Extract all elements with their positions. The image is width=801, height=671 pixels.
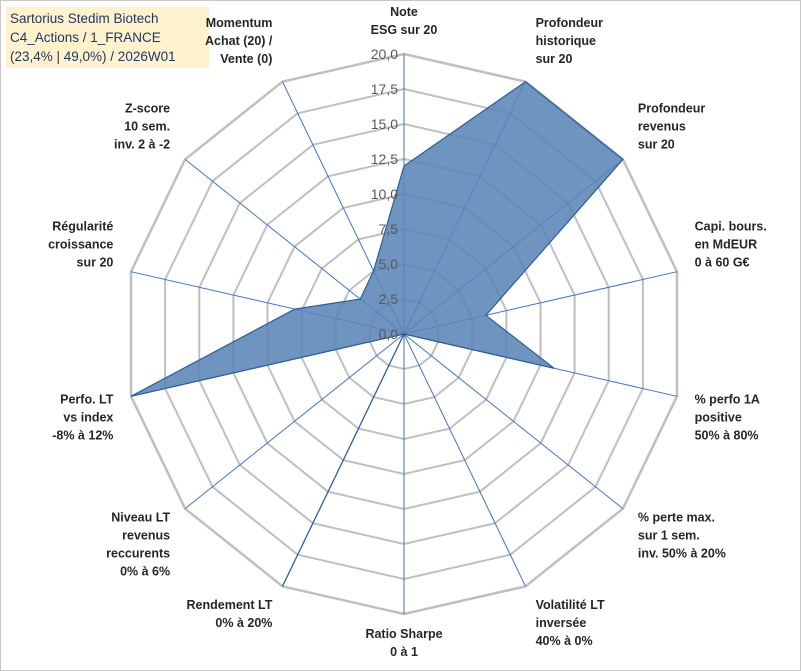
axis-label-3-line-3: sur 20 <box>638 138 675 152</box>
axis-label-2-line-2: historique <box>536 34 596 48</box>
title-line-2: C4_Actions / 1_FRANCE <box>10 30 161 45</box>
axis-label-8: Ratio Sharpe 0 à 1 <box>365 627 442 659</box>
axis-label-6-line-3: inv. 50% à 20% <box>638 546 726 560</box>
axis-label-4-line-2: en MdEUR <box>695 238 758 252</box>
axis-label-3: Profondeur revenus sur 20 <box>638 102 705 152</box>
axis-label-11-line-2: vs index <box>63 410 113 424</box>
title-line-1: Sartorius Stedim Biotech <box>10 11 159 26</box>
axis-label-6: % perte max. sur 1 sem. inv. 50% à 20% <box>638 510 726 560</box>
tick-label-1: 2,5 <box>379 291 399 307</box>
axis-label-7-line-2: inversée <box>536 616 587 630</box>
tick-label-7: 17,5 <box>371 81 398 97</box>
axis-label-6-line-2: sur 1 sem. <box>638 528 700 542</box>
tick-label-0: 0,0 <box>379 326 399 342</box>
axis-label-3-line-2: revenus <box>638 120 686 134</box>
axis-label-4-line-1: Capi. bours. <box>695 220 767 234</box>
axis-label-10-line-1: Niveau LT <box>111 510 170 524</box>
data-point-10 <box>403 333 406 336</box>
axis-label-10: Niveau LT revenus reccurents 0% à 6% <box>106 510 170 578</box>
axis-label-13-line-1: Z-score <box>125 102 170 116</box>
axis-label-11: Perfo. LT vs index -8% à 12% <box>52 392 114 442</box>
data-point-11 <box>130 395 133 398</box>
axis-label-12-line-3: sur 20 <box>77 256 114 270</box>
axis-label-14: Momentum Achat (20) / Vente (0) <box>205 16 273 66</box>
axis-label-1: Note ESG sur 20 <box>371 5 438 37</box>
axis-label-9: Rendement LT 0% à 20% <box>187 598 273 630</box>
data-point-4 <box>484 314 487 317</box>
axis-label-14-line-1: Momentum <box>206 16 273 30</box>
title-line-3: (23,4% | 49,0%) / 2026W01 <box>10 49 176 64</box>
axis-label-9-line-1: Rendement LT <box>187 598 273 612</box>
spoke-6 <box>403 333 624 509</box>
axis-label-2: Profondeur historique sur 20 <box>536 16 603 66</box>
data-point-14 <box>372 269 375 272</box>
axis-label-4-line-3: 0 à 60 G€ <box>695 256 750 270</box>
data-point-3 <box>621 158 624 161</box>
axis-label-1-line-2: ESG sur 20 <box>371 23 438 37</box>
data-point-2 <box>524 80 527 83</box>
tick-label-5: 12,5 <box>371 151 398 167</box>
data-point-5 <box>553 367 556 370</box>
axis-label-4: Capi. bours. en MdEUR 0 à 60 G€ <box>695 220 767 270</box>
axis-label-11-line-3: -8% à 12% <box>52 428 113 442</box>
tick-label-6: 15,0 <box>371 116 398 132</box>
axis-label-12-line-2: croissance <box>48 238 113 252</box>
axis-label-5-line-1: % perfo 1A <box>695 392 760 406</box>
axis-label-10-line-3: reccurents <box>106 546 170 560</box>
data-point-12 <box>293 308 296 311</box>
axis-label-10-line-2: revenus <box>122 528 170 542</box>
axis-label-8-line-2: 0 à 1 <box>390 645 418 659</box>
axis-label-5-line-2: positive <box>695 410 742 424</box>
data-series-area <box>130 80 624 587</box>
axis-label-5: % perfo 1A positive 50% à 80% <box>695 392 760 442</box>
chart-title-box: Sartorius Stedim Biotech C4_Actions / 1_… <box>6 7 209 68</box>
axis-label-8-line-1: Ratio Sharpe <box>365 627 442 641</box>
axis-label-2-line-1: Profondeur <box>536 16 603 30</box>
spoke-10 <box>184 333 405 509</box>
axis-label-5-line-3: 50% à 80% <box>695 428 759 442</box>
axis-label-6-line-1: % perte max. <box>638 510 715 524</box>
axis-label-7-line-3: 40% à 0% <box>536 634 593 648</box>
tick-label-3: 7,5 <box>379 221 399 237</box>
axis-label-7: Volatilité LT inversée 40% à 0% <box>536 598 605 648</box>
axis-label-2-line-3: sur 20 <box>536 52 573 66</box>
axis-label-13: Z-score 10 sem. inv. 2 à -2 <box>114 102 170 152</box>
axis-label-14-line-2: Achat (20) / <box>205 34 273 48</box>
axis-label-11-line-1: Perfo. LT <box>60 392 114 406</box>
spoke-7 <box>403 333 526 587</box>
axis-label-12-line-1: Régularité <box>52 220 113 234</box>
axis-label-13-line-2: 10 sem. <box>124 120 170 134</box>
tick-label-2: 5,0 <box>379 256 399 272</box>
tick-label-4: 10,0 <box>371 186 398 202</box>
axis-label-12: Régularité croissance sur 20 <box>48 220 113 270</box>
axis-label-3-line-1: Profondeur <box>638 102 705 116</box>
tick-label-8: 20,0 <box>371 46 398 62</box>
data-point-1 <box>403 165 406 168</box>
data-point-9 <box>281 585 284 588</box>
axis-label-13-line-3: inv. 2 à -2 <box>114 138 170 152</box>
axis-label-14-line-3: Vente (0) <box>220 52 272 66</box>
axis-label-1-line-1: Note <box>390 5 418 19</box>
data-point-13 <box>359 298 362 301</box>
axis-label-7-line-1: Volatilité LT <box>536 598 605 612</box>
axis-label-10-line-4: 0% à 6% <box>120 564 170 578</box>
axis-label-9-line-2: 0% à 20% <box>215 616 272 630</box>
